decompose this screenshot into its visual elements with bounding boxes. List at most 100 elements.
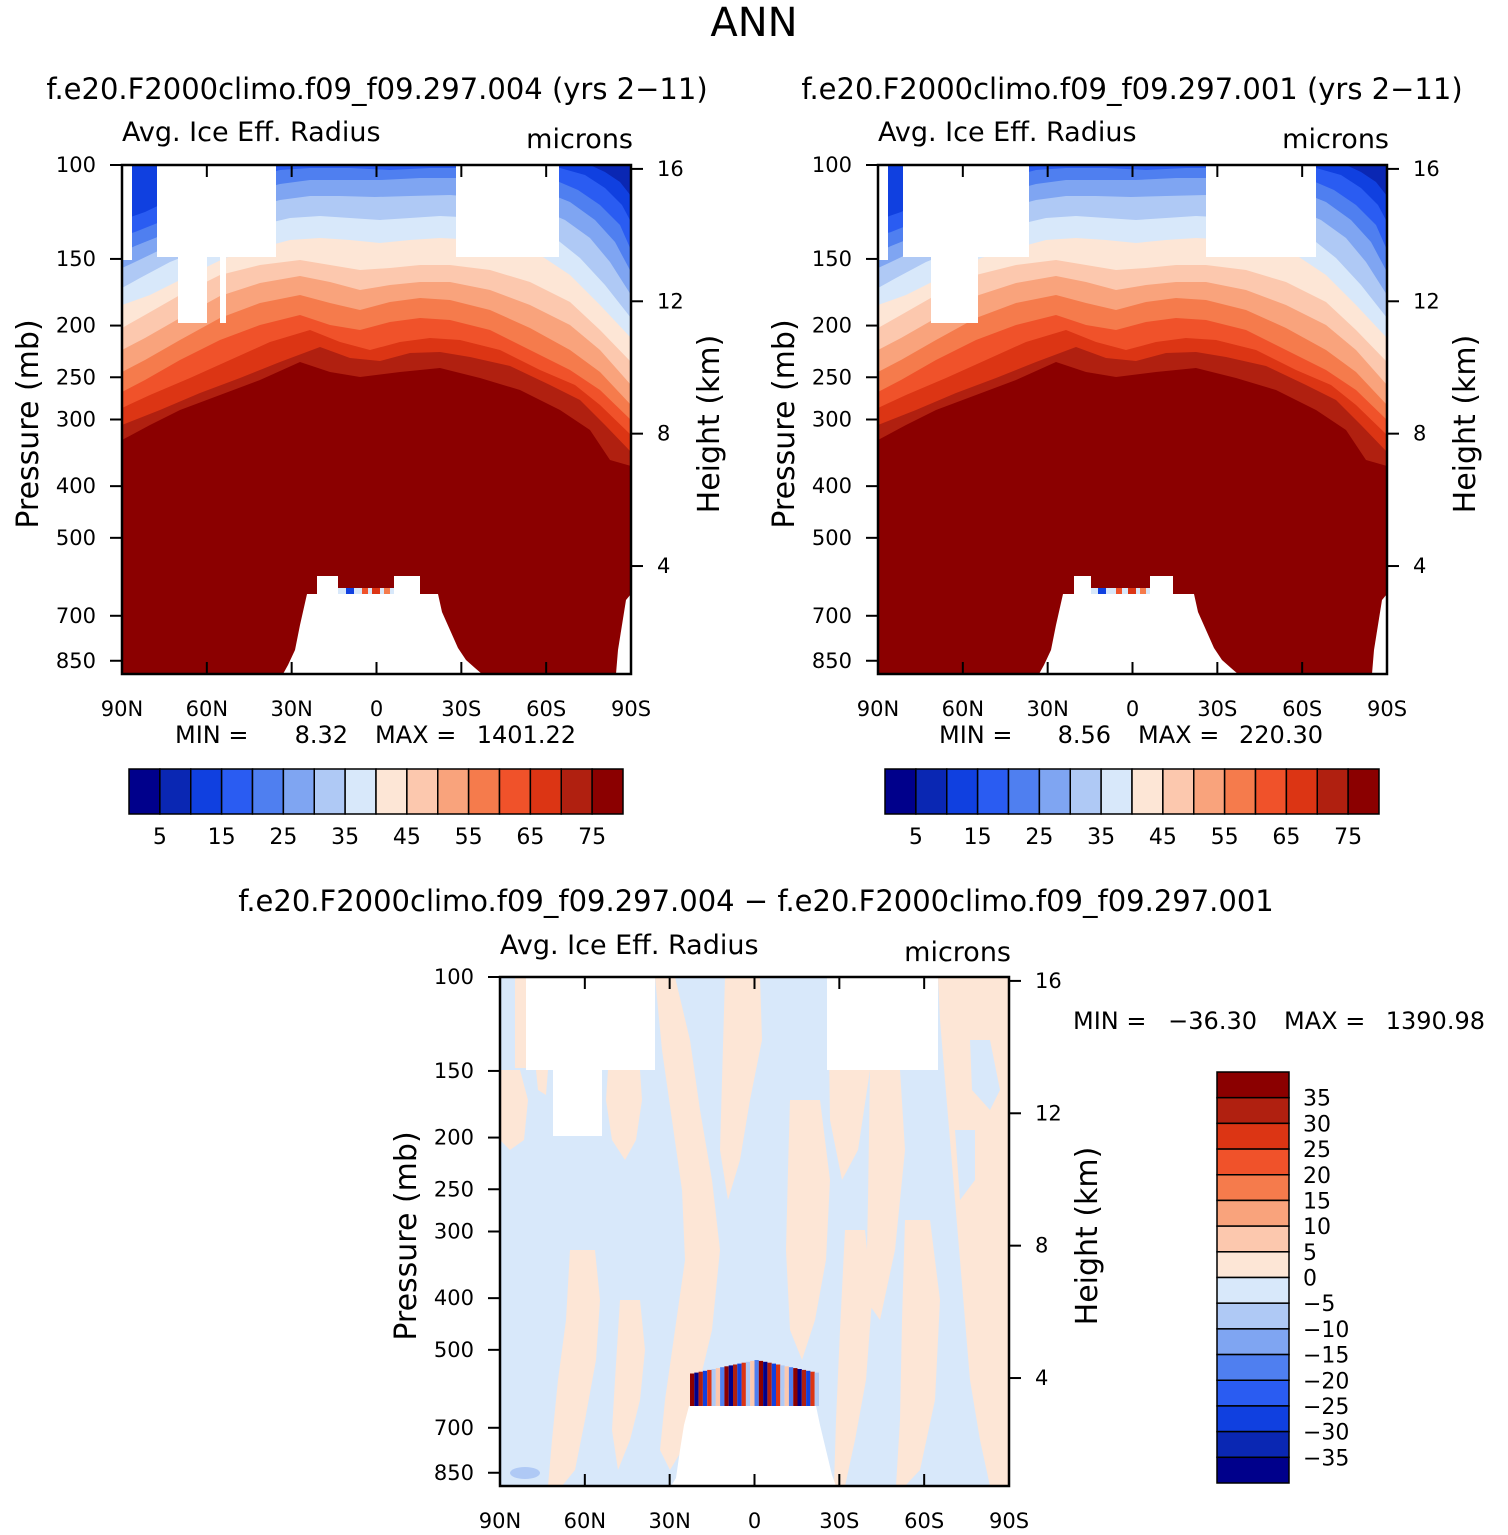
panel1-min-label: MIN =	[175, 721, 248, 749]
p3-x-tick-label: 30S	[819, 1509, 859, 1533]
panel1-gap-nh-top-2	[157, 165, 276, 257]
panel3-noise-stripe	[758, 1360, 764, 1406]
panel3-noise-stripe	[724, 1366, 729, 1406]
p2-colorbar-box	[1162, 768, 1195, 815]
panel3-noise-stripe	[797, 1369, 802, 1406]
panel1-max-value: 1401.22	[477, 721, 576, 749]
p1-colorbar-label: 5	[153, 825, 167, 850]
p1-y-tick-label: 150	[56, 247, 96, 271]
panel2-subtitle-left: Avg. Ice Eff. Radius	[878, 117, 1137, 148]
p1-colorbar-box	[437, 768, 470, 815]
p3-colorbar-label: −30	[1303, 1421, 1349, 1446]
panel1-band-5	[590, 165, 631, 196]
panel2-band-5	[1346, 165, 1387, 196]
p3-colorbar-box	[1216, 1148, 1290, 1176]
p1-x-tick-label: 30N	[270, 697, 312, 721]
p2-colorbar-label: 35	[1087, 825, 1115, 850]
p1-y-tick-label: 300	[56, 408, 96, 432]
p3-colorbar-label: 20	[1303, 1164, 1331, 1189]
p2-y-tick-right-label: 8	[1413, 422, 1426, 446]
panel2-min-label: MIN =	[939, 721, 1012, 749]
p1-y-tick-label: 250	[56, 365, 96, 389]
panel3-noise-stripe	[801, 1369, 807, 1406]
p3-colorbar-box	[1216, 1276, 1290, 1304]
panel1-title: f.e20.F2000climo.f09_f09.297.004 (yrs 2−…	[46, 72, 707, 106]
panel3-subtitle-left: Avg. Ice Eff. Radius	[500, 930, 759, 961]
p2-colorbar-box	[1254, 768, 1288, 815]
panel2-title: f.e20.F2000climo.f09_f09.297.001 (yrs 2−…	[801, 72, 1462, 106]
p3-colorbar-box	[1216, 1071, 1290, 1099]
panel1-y-axis-label: Pressure (mb)	[11, 319, 46, 528]
panel3-noise-stripe	[763, 1361, 768, 1406]
panel3-noise-stripe	[733, 1364, 738, 1406]
p1-x-tick-label: 60S	[526, 697, 566, 721]
panel3-noise-stripe	[698, 1371, 703, 1406]
p1-colorbar-box	[560, 768, 593, 815]
p3-x-tick-label: 60N	[564, 1509, 606, 1533]
panel2-topography	[1039, 576, 1238, 674]
panel1: Avg. Ice Eff. Radius microns Pressure (m…	[11, 117, 727, 850]
panel3-noise-stripe	[814, 1372, 819, 1406]
panel3-noise-stripe	[728, 1365, 733, 1406]
panel3-noise-stripe	[741, 1362, 746, 1406]
p1-x-tick-label: 90S	[611, 697, 651, 721]
p3-colorbar-box	[1216, 1379, 1290, 1407]
panel1-surface-noise	[338, 588, 394, 594]
panel2-max-value: 220.30	[1239, 721, 1323, 749]
p1-colorbar-box	[344, 768, 377, 815]
panel3-gap-nh-mid	[553, 1070, 602, 1136]
panel3-max-label: MAX =	[1284, 1007, 1365, 1035]
panel3-topography	[671, 1388, 836, 1486]
panel3-noise-stripe	[771, 1363, 776, 1406]
p3-colorbar-label: 35	[1303, 1087, 1331, 1112]
p2-colorbar-box	[1131, 768, 1164, 815]
panel3-noise-stripe	[711, 1369, 716, 1406]
panel2: Avg. Ice Eff. Radius microns Pressure (m…	[767, 117, 1483, 850]
p2-x-tick-label: 30N	[1026, 697, 1068, 721]
p2-colorbar-box	[884, 768, 917, 815]
p2-colorbar-box	[1316, 768, 1349, 815]
panel2-y-ticks: 100 150 200 250 300 400 500 700 850	[812, 153, 878, 673]
p3-y-tick-label: 500	[434, 1338, 474, 1362]
panel2-sh-edge	[1372, 594, 1387, 674]
panel3-max-value: 1390.98	[1386, 1007, 1485, 1035]
panel2-surface-noise	[1091, 588, 1150, 594]
p1-colorbar-box	[591, 768, 624, 815]
difference-title: f.e20.F2000climo.f09_f09.297.004 − f.e20…	[238, 884, 1274, 918]
panel3-min-label: MIN =	[1073, 1007, 1146, 1035]
p3-colorbar-label: 25	[1303, 1138, 1331, 1163]
p1-x-tick-label: 60N	[186, 697, 228, 721]
p3-x-tick-label: 90S	[989, 1509, 1029, 1533]
p1-colorbar-label: 35	[331, 825, 359, 850]
p2-colorbar-box	[915, 768, 948, 815]
p2-x-tick-label: 30S	[1197, 697, 1237, 721]
p1-x-tick-label: 30S	[441, 697, 481, 721]
p3-colorbar-box	[1216, 1174, 1290, 1202]
p3-colorbar-box	[1216, 1225, 1290, 1253]
panel1-y-ticks-right: 16 12 8 4	[631, 157, 684, 578]
p3-colorbar-box	[1216, 1328, 1290, 1356]
p2-y-tick-right-label: 4	[1413, 554, 1426, 578]
p2-colorbar-box	[1069, 768, 1102, 815]
p1-colorbar-box	[375, 768, 408, 815]
p1-y-tick-right-label: 4	[657, 554, 670, 578]
p2-y-tick-label: 500	[812, 526, 852, 550]
p2-x-tick-label: 60S	[1282, 697, 1322, 721]
panel1-gap-nh-mid	[178, 257, 207, 323]
p2-y-tick-label: 700	[812, 604, 852, 628]
p1-colorbar-box	[467, 768, 501, 815]
panel3: Avg. Ice Eff. Radius microns Pressure (m…	[389, 930, 1485, 1533]
p3-y-tick-right-label: 16	[1035, 969, 1062, 993]
panel3-noise-stripe	[745, 1361, 751, 1406]
panel1-y-axis-label-right: Height (km)	[692, 335, 727, 514]
p2-x-tick-label: 60N	[942, 697, 984, 721]
panel3-gap-nh-top	[526, 977, 655, 1070]
p1-colorbar-box	[159, 768, 192, 815]
p3-y-tick-label: 700	[434, 1416, 474, 1440]
panel3-min-value: −36.30	[1168, 1007, 1257, 1035]
p3-colorbar-box	[1216, 1456, 1290, 1484]
p3-x-tick-label: 90N	[479, 1509, 521, 1533]
p1-colorbar-label: 25	[269, 825, 297, 850]
panel2-colorbar: 5 15 25 35 45 55 65 75	[884, 768, 1380, 850]
